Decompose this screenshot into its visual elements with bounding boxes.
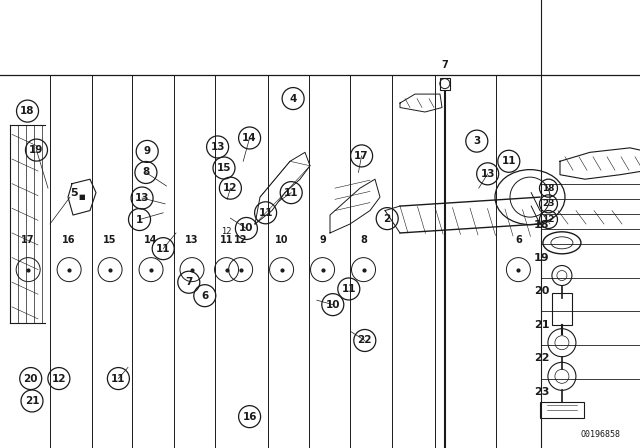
Text: 23: 23 [534,387,550,397]
Text: 20: 20 [534,286,550,296]
Text: 1: 1 [136,215,143,224]
Text: 22: 22 [358,336,372,345]
Text: 6: 6 [201,291,209,301]
Text: 18: 18 [534,220,550,230]
Text: 6: 6 [515,235,522,245]
Text: 8: 8 [360,235,367,245]
Text: O0196858: O0196858 [581,430,621,439]
Text: 11: 11 [259,208,273,218]
Text: 19: 19 [29,145,44,155]
Text: 12: 12 [52,374,66,383]
Text: 7: 7 [442,60,448,70]
Text: 9: 9 [319,235,326,245]
Text: 17: 17 [355,151,369,161]
Text: 16: 16 [62,235,76,245]
Text: 9: 9 [143,146,151,156]
Text: 12: 12 [223,183,237,193]
Text: 10: 10 [326,300,340,310]
Text: 17: 17 [21,235,35,245]
Text: 11: 11 [220,235,234,245]
Text: ■: ■ [79,194,85,200]
Text: 12: 12 [542,215,555,224]
Text: 13: 13 [211,142,225,152]
Text: 14: 14 [243,133,257,143]
Text: 18: 18 [542,184,555,193]
Text: 11: 11 [111,374,125,383]
Text: 8: 8 [142,168,150,177]
Text: 14: 14 [144,235,158,245]
FancyBboxPatch shape [440,78,450,90]
Text: 19: 19 [534,253,550,263]
Text: 2: 2 [383,214,391,224]
Text: 13: 13 [135,193,149,203]
Text: 10: 10 [275,235,289,245]
Text: 12: 12 [234,235,248,245]
Text: 13: 13 [481,169,495,179]
Text: 10: 10 [239,224,253,233]
Text: 18: 18 [20,106,35,116]
Text: 15: 15 [103,235,117,245]
Text: 5: 5 [70,188,77,198]
Text: 22: 22 [534,353,550,363]
Text: 11: 11 [342,284,356,294]
Text: 12: 12 [221,227,232,236]
Text: 4: 4 [289,94,297,103]
Text: 3: 3 [473,136,481,146]
Text: 11: 11 [284,188,298,198]
Text: 21: 21 [534,320,550,330]
Text: 20: 20 [24,374,38,383]
Text: 15: 15 [217,163,231,173]
Text: 16: 16 [243,412,257,422]
Text: 21: 21 [25,396,39,406]
Text: 7: 7 [185,277,193,287]
Text: 23: 23 [542,199,555,208]
Text: 11: 11 [502,156,516,166]
Text: 11: 11 [156,244,170,254]
Text: 13: 13 [185,235,199,245]
